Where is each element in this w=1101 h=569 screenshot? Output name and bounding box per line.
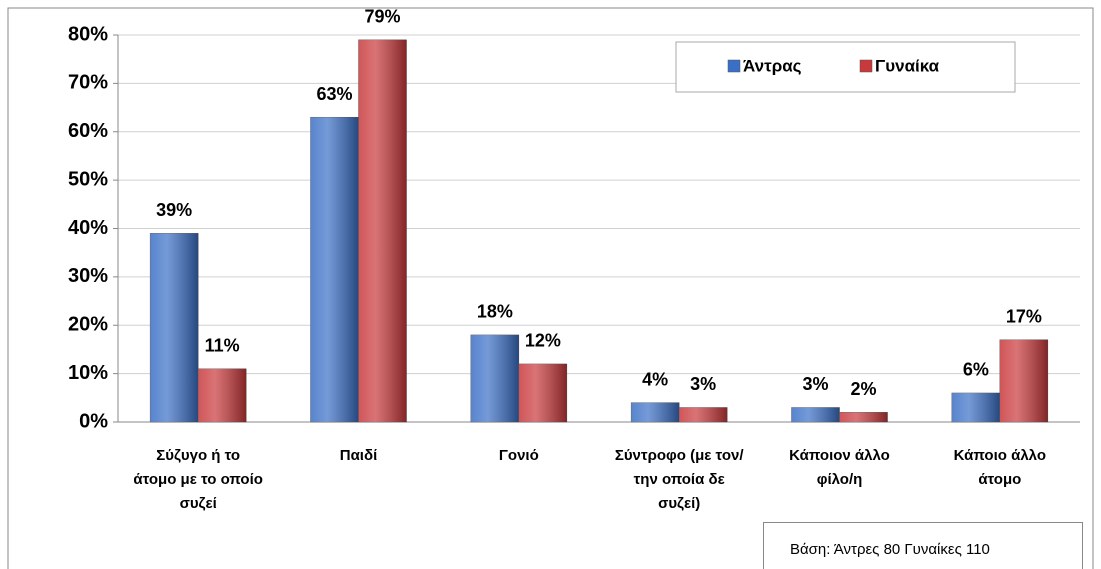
data-label: 18% bbox=[477, 302, 513, 322]
data-label: 4% bbox=[642, 369, 668, 389]
legend-swatch bbox=[859, 59, 873, 73]
note: Βάση: Άντρες 80 Γυναίκες 110 bbox=[763, 522, 1083, 569]
data-label: 12% bbox=[525, 331, 561, 351]
bar bbox=[630, 402, 680, 423]
bar bbox=[839, 412, 888, 423]
data-label: 11% bbox=[205, 336, 240, 356]
x-tick-label: Κάποιον άλλο φίλο/η bbox=[789, 447, 890, 488]
legend-label: Γυναίκα bbox=[875, 56, 940, 75]
data-label: 3% bbox=[802, 374, 828, 394]
y-tick-label: 30% bbox=[68, 265, 108, 287]
x-tick-label: Γονιό bbox=[498, 447, 539, 464]
y-tick-label: 80% bbox=[68, 23, 108, 45]
data-label: 17% bbox=[1006, 307, 1042, 327]
bar bbox=[358, 39, 407, 423]
bar bbox=[470, 334, 520, 423]
bar bbox=[310, 116, 359, 423]
legend-label: Άντρας bbox=[743, 56, 802, 75]
y-tick-label: 60% bbox=[68, 120, 108, 142]
y-tick-label: 0% bbox=[79, 410, 108, 432]
data-label: 2% bbox=[850, 379, 876, 399]
data-label: 39% bbox=[156, 200, 192, 220]
x-tick-label: Σύζυγο ή το άτομο με το οποίο συζεί bbox=[133, 447, 263, 512]
data-label: 79% bbox=[364, 7, 400, 27]
data-label: 3% bbox=[690, 374, 716, 394]
y-tick-label: 20% bbox=[68, 314, 108, 336]
frame bbox=[7, 7, 1094, 569]
legend-box bbox=[675, 41, 1016, 93]
bar bbox=[951, 392, 1001, 423]
data-label: 6% bbox=[963, 360, 989, 380]
bar bbox=[791, 407, 840, 423]
bar bbox=[999, 339, 1049, 423]
y-tick-label: 10% bbox=[68, 362, 108, 384]
bar bbox=[197, 368, 247, 423]
y-tick-label: 50% bbox=[68, 168, 108, 190]
bar bbox=[678, 407, 728, 423]
y-tick-label: 40% bbox=[68, 217, 108, 239]
bar bbox=[149, 233, 199, 423]
x-tick-label: Παιδί bbox=[339, 447, 378, 464]
y-tick-label: 70% bbox=[68, 72, 108, 94]
bar bbox=[518, 363, 568, 423]
x-tick-label: Σύντροφο (με τον/την οποία δε συζεί) bbox=[614, 447, 744, 512]
x-tick-label: Κάποιο άλλο άτομο bbox=[953, 447, 1046, 488]
data-label: 63% bbox=[316, 84, 352, 104]
legend-swatch bbox=[727, 59, 741, 73]
